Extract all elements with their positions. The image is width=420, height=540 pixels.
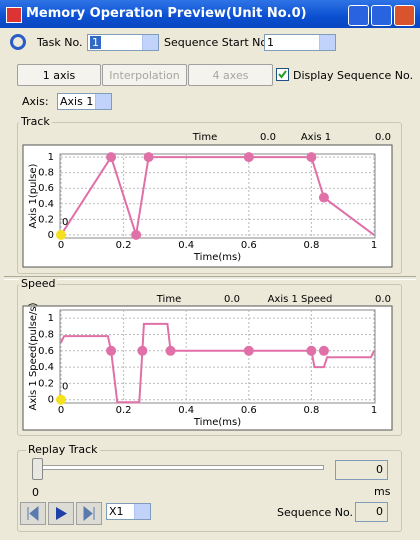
- play-icon: [56, 507, 67, 520]
- combo-arrow: [95, 94, 111, 109]
- time-box: 0: [335, 460, 388, 480]
- replay-group: [17, 450, 402, 532]
- sequence-start-value: 1: [267, 36, 274, 49]
- splitter: [4, 276, 416, 280]
- next-icon: [83, 505, 95, 522]
- speed-group: [17, 284, 402, 436]
- speed-combo[interactable]: X1: [106, 503, 151, 520]
- window-title: Memory Operation Preview(Unit No.0): [26, 6, 307, 21]
- combo-arrow: [319, 35, 335, 50]
- sequence-start-combo[interactable]: 1: [264, 34, 336, 51]
- speed-value: X1: [109, 505, 124, 518]
- one-axis-button[interactable]: 1 axis: [17, 64, 101, 86]
- slider-thumb[interactable]: [32, 458, 43, 480]
- sequence-start-label: Sequence Start No.: [164, 36, 271, 49]
- sequence-no-box: 0: [355, 502, 388, 522]
- refresh-icon[interactable]: [10, 34, 26, 50]
- time-unit: ms: [374, 485, 391, 498]
- checkmark: [278, 70, 287, 79]
- app-icon: [6, 7, 22, 23]
- playback-buttons: [20, 502, 102, 525]
- task-combo[interactable]: 1: [87, 34, 159, 51]
- slider-track: [36, 465, 324, 470]
- display-seq-checkbox[interactable]: [276, 68, 289, 81]
- close-button[interactable]: [394, 5, 415, 26]
- group-title: Speed: [19, 277, 58, 290]
- sequence-no-label: Sequence No.: [277, 506, 354, 519]
- slider-tick-label: 0: [32, 486, 39, 499]
- display-seq-label: Display Sequence No.: [293, 69, 414, 82]
- combo-arrow: [142, 35, 158, 50]
- axis-combo[interactable]: Axis 1: [57, 93, 112, 110]
- interpolation-button: Interpolation: [102, 64, 187, 86]
- group-title: Track: [19, 115, 52, 128]
- maximize-button[interactable]: [371, 5, 392, 26]
- minimize-button[interactable]: [348, 5, 369, 26]
- group-title: Replay Track: [26, 443, 100, 456]
- task-value: 1: [90, 36, 101, 49]
- combo-arrow: [134, 504, 150, 519]
- prev-icon: [27, 505, 39, 522]
- four-axes-button: 4 axes: [188, 64, 273, 86]
- task-label: Task No.: [37, 36, 83, 49]
- axis-value: Axis 1: [60, 95, 94, 108]
- axis-label: Axis:: [22, 95, 49, 108]
- track-group: [17, 122, 402, 274]
